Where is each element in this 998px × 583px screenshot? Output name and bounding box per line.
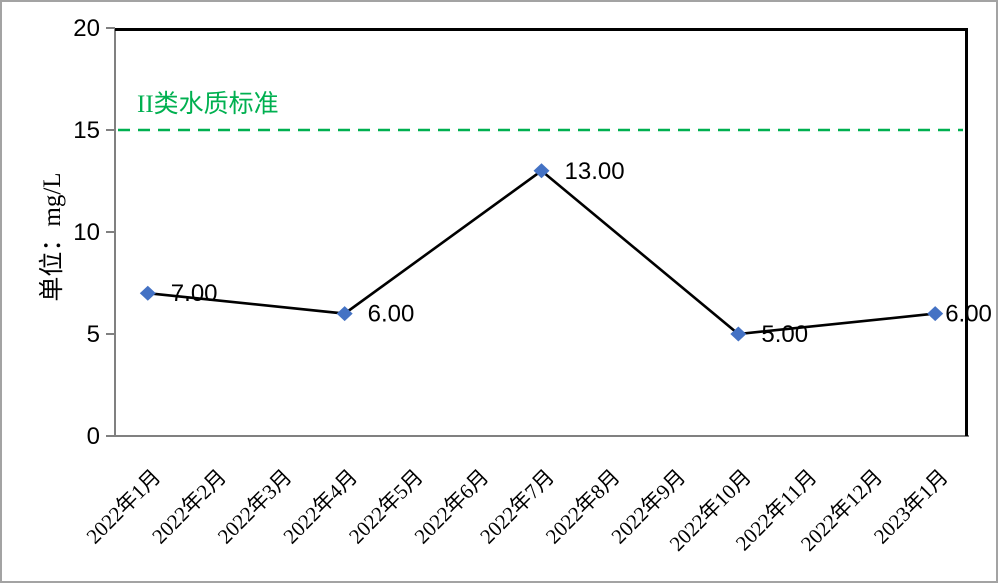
data-point-label: 7.00 <box>171 280 218 307</box>
data-point-marker <box>927 306 944 322</box>
y-axis-title: 单位：mg/L <box>39 172 66 302</box>
y-axis-tick-label: 20 <box>73 15 100 42</box>
y-axis-tick-label: 5 <box>87 321 100 348</box>
threshold-label: II类水质标准 <box>137 91 279 118</box>
data-point-label: 6.00 <box>368 301 415 328</box>
y-axis-tick-label: 15 <box>73 117 100 144</box>
data-point-marker <box>533 163 550 179</box>
y-axis-tick-label: 0 <box>87 423 100 450</box>
data-point-marker <box>336 306 353 322</box>
y-axis-tick-label: 10 <box>73 219 100 246</box>
plot-border <box>115 28 968 436</box>
data-point-label: 13.00 <box>565 158 625 185</box>
data-point-label: 5.00 <box>761 321 808 348</box>
series-line <box>147 169 936 336</box>
data-point-label: 6.00 <box>945 301 992 328</box>
data-point-marker <box>730 326 747 342</box>
data-point-marker <box>139 285 156 301</box>
